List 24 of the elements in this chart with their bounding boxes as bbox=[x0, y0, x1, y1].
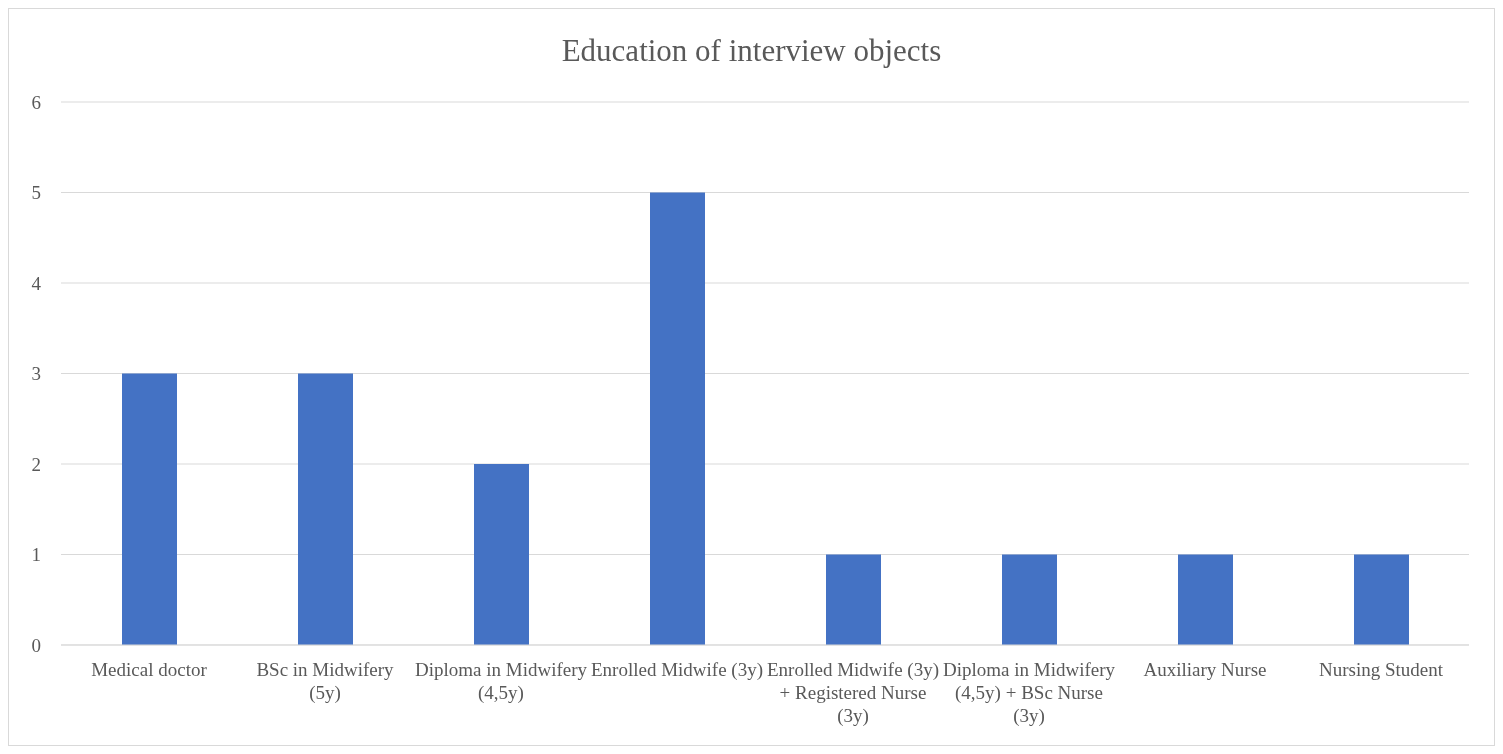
y-tick-label: 2 bbox=[31, 453, 41, 475]
y-tick-label: 6 bbox=[31, 91, 41, 113]
bar bbox=[122, 373, 177, 645]
x-tick-label: Enrolled Midwife (3y) bbox=[590, 659, 764, 682]
x-tick-label: BSc in Midwifery (5y) bbox=[256, 659, 395, 704]
y-tick-label: 4 bbox=[31, 272, 42, 294]
bar bbox=[650, 192, 705, 645]
x-tick-label: Medical doctor bbox=[91, 659, 208, 681]
bar bbox=[474, 464, 529, 645]
x-tick-label: Diploma in Midwifery (4,5y) + BSc Nurse (3y) bbox=[942, 659, 1116, 727]
x-tick-label: Auxiliary Nurse bbox=[1143, 659, 1267, 681]
bar bbox=[826, 554, 881, 645]
y-tick-label: 1 bbox=[31, 544, 41, 566]
x-tick-label: Nursing Student bbox=[1318, 659, 1444, 681]
y-tick-label: 0 bbox=[31, 634, 41, 656]
bar bbox=[1354, 554, 1409, 645]
y-tick-label: 3 bbox=[31, 363, 41, 385]
x-tick-label: Enrolled Midwife (3y) + Registered Nurse (3y) bbox=[766, 659, 940, 727]
y-tick-label: 5 bbox=[31, 182, 41, 204]
bar bbox=[1002, 554, 1057, 645]
bar bbox=[298, 373, 353, 645]
chart-title: Education of interview objects bbox=[560, 33, 943, 69]
x-tick-label: Diploma in Midwifery (4,5y) bbox=[414, 659, 588, 704]
bar bbox=[1178, 554, 1233, 645]
